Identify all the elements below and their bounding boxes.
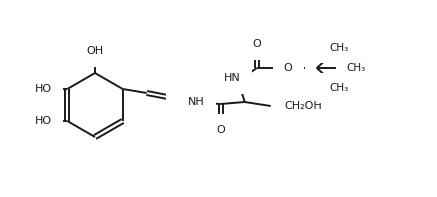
Text: CH₂OH: CH₂OH [285, 101, 323, 111]
Text: CH₃: CH₃ [347, 63, 366, 73]
Text: O: O [216, 125, 225, 135]
Text: OH: OH [87, 46, 104, 56]
Text: O: O [284, 63, 292, 73]
Text: CH₃: CH₃ [329, 83, 348, 93]
Text: O: O [252, 39, 261, 49]
Text: HN: HN [224, 73, 241, 83]
Text: CH₃: CH₃ [329, 43, 348, 53]
Text: NH: NH [188, 97, 205, 107]
Text: N: N [177, 93, 185, 103]
Text: HO: HO [35, 84, 52, 94]
Text: HO: HO [35, 116, 52, 126]
